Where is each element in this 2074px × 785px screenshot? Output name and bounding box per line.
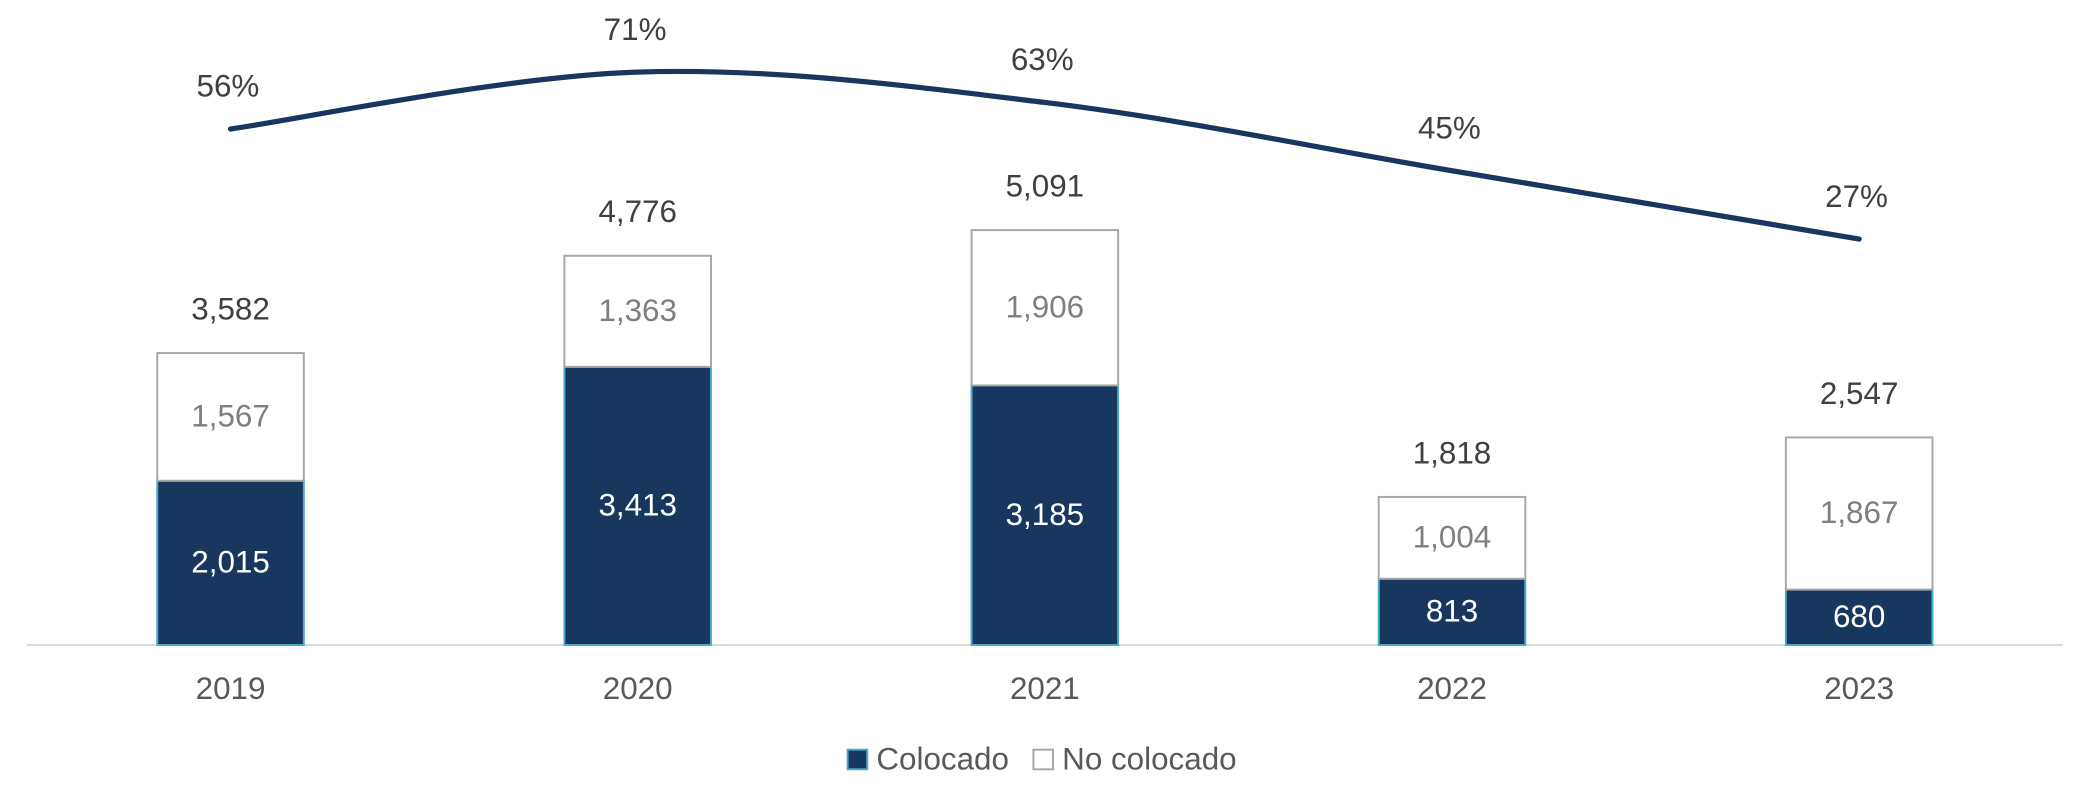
x-tick-label: 2023 (1824, 671, 1894, 706)
line-label: 56% (197, 69, 260, 104)
line-label: 45% (1418, 110, 1481, 145)
total-label: 3,582 (191, 291, 270, 326)
data-label: 1,867 (1820, 495, 1899, 530)
legend-swatch (846, 748, 869, 771)
data-label: 1,567 (191, 399, 270, 434)
bar-segment (970, 229, 1120, 387)
total-label: 1,818 (1413, 435, 1492, 470)
total-label: 2,547 (1820, 376, 1899, 411)
line-label: 27% (1825, 179, 1888, 214)
data-label: 1,363 (598, 293, 677, 328)
line-series (227, 68, 1862, 242)
x-tick-label: 2021 (1010, 671, 1080, 706)
data-label: 3,413 (598, 488, 677, 523)
total-label: 5,091 (1006, 169, 1085, 204)
total-label: 4,776 (598, 194, 677, 229)
line-label: 63% (1011, 42, 1074, 77)
data-label: 680 (1833, 599, 1885, 634)
data-label: 813 (1426, 593, 1478, 628)
x-tick-label: 2020 (603, 671, 673, 706)
data-label: 3,185 (1006, 497, 1085, 532)
bar-segment (1377, 495, 1527, 580)
data-label: 2,015 (191, 545, 270, 580)
bar-segment (1377, 577, 1527, 646)
bar-segment (156, 352, 305, 482)
line-label: 71% (604, 12, 667, 47)
bar-segment (1784, 436, 1934, 591)
bar-segment (156, 479, 305, 646)
legend-label: Colocado (876, 742, 1009, 777)
bar-segment (1784, 588, 1934, 646)
data-label: 1,004 (1413, 519, 1492, 554)
bar-segment (563, 365, 712, 646)
bar-segment (563, 254, 712, 368)
data-label: 1,906 (1006, 289, 1085, 324)
x-tick-label: 2019 (196, 671, 266, 706)
legend-label: No colocado (1062, 742, 1236, 777)
legend-swatch (1032, 748, 1055, 771)
x-tick-label: 2022 (1417, 671, 1487, 706)
